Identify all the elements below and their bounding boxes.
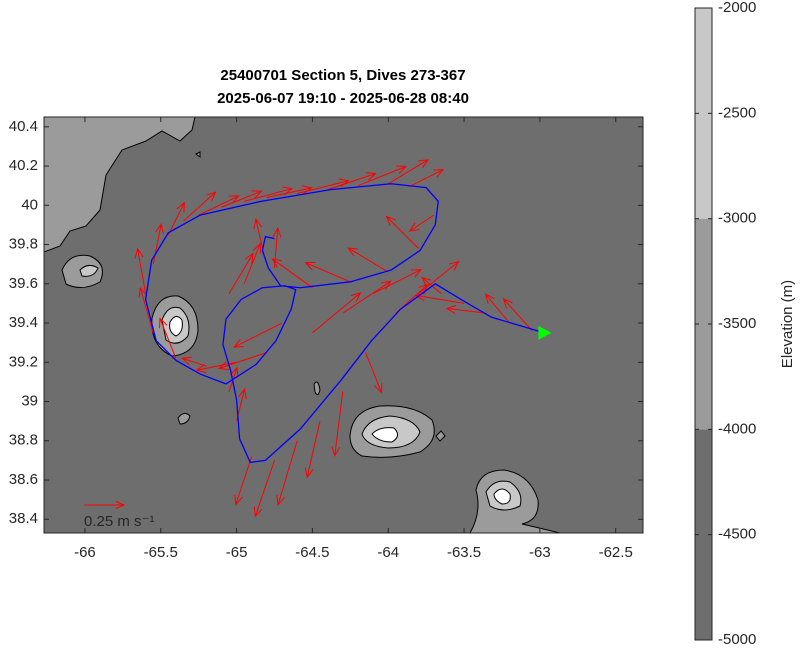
x-tick-label: -66 (74, 544, 96, 561)
scale-arrow (84, 501, 126, 509)
x-tick-label: -64 (377, 544, 399, 561)
current-arrow (357, 165, 408, 187)
current-arrow (221, 190, 263, 208)
x-tick-label: -62.5 (599, 544, 633, 561)
contour-region (493, 488, 511, 505)
current-arrow (347, 247, 389, 273)
x-tick-label: -63.5 (447, 544, 481, 561)
current-arrow (484, 293, 510, 324)
colorbar-tick-label: -2500 (718, 104, 756, 121)
colorbar-tick-label: -3000 (718, 210, 756, 227)
current-arrow (167, 201, 185, 235)
contour-region (371, 427, 398, 443)
colorbar-tick-label: -4500 (718, 526, 756, 543)
y-tick-label: 39.2 (9, 353, 38, 370)
colorbar-label: Elevation (m) (779, 280, 796, 368)
bathymetry (44, 117, 561, 533)
plot-frame (43, 116, 644, 534)
y-tick-label: 39.8 (9, 236, 38, 253)
colorbar-band (695, 218, 712, 430)
contour-region (169, 316, 183, 337)
current-arrow (183, 191, 217, 222)
current-arrow (304, 261, 351, 283)
glider-track (144, 183, 545, 464)
colorbar-band (695, 429, 712, 640)
scale-label: 0.25 m s⁻¹ (84, 513, 154, 530)
current-arrow (385, 215, 419, 249)
contour-region (44, 117, 196, 253)
current-arrow (253, 460, 275, 518)
current-arrow (181, 356, 207, 367)
current-arrow (312, 292, 362, 334)
current-arrow (365, 352, 383, 394)
y-tick-label: 40 (21, 196, 38, 213)
plot-background (44, 117, 643, 533)
colorbar-tick-label: -2000 (718, 0, 756, 16)
current-arrow (327, 172, 377, 191)
current-arrow (152, 222, 164, 265)
current-arrow (408, 214, 435, 232)
current-arrow (372, 269, 423, 295)
current-arrow (387, 159, 430, 185)
current-arrow (134, 247, 147, 294)
current-arrow (195, 361, 237, 373)
data-layer (134, 159, 552, 518)
contour-region (435, 430, 446, 442)
current-arrow (159, 317, 177, 359)
x-tick-label: -63 (529, 544, 551, 561)
x-tick-label: -64.5 (295, 544, 329, 561)
contour-region (195, 151, 201, 158)
current-arrow (331, 391, 344, 457)
current-arrow (138, 286, 154, 333)
y-tick-label: 39.6 (9, 275, 38, 292)
colorbar-tick-label: -4000 (718, 420, 756, 437)
y-tick-label: 38.8 (9, 432, 38, 449)
contour-region (177, 412, 191, 425)
current-arrow (445, 305, 487, 314)
y-tick-label: 40.4 (9, 118, 38, 135)
y-tick-label: 38.4 (9, 510, 38, 527)
y-tick-label: 39 (21, 392, 38, 409)
current-arrow (276, 440, 298, 506)
current-arrow (272, 226, 282, 269)
colorbar-tick-label: -3500 (718, 315, 756, 332)
track-end-marker (538, 325, 552, 340)
current-arrow (410, 169, 445, 187)
colorbar-tick-label: -5000 (718, 631, 756, 648)
x-tick-label: -65 (226, 544, 248, 561)
chart-title: 25400701 Section 5, Dives 273-367 (220, 67, 465, 84)
current-arrow (198, 195, 240, 216)
contour-region (79, 264, 99, 277)
y-tick-label: 40.2 (9, 157, 38, 174)
current-arrow (418, 260, 460, 294)
current-arrow (243, 242, 262, 284)
current-arrow (502, 297, 533, 332)
x-tick-label: -65.5 (144, 544, 178, 561)
current-arrow (228, 252, 254, 294)
current-arrow (234, 456, 253, 506)
current-arrow (271, 258, 313, 289)
y-tick-label: 39.4 (9, 314, 38, 331)
current-arrow (217, 351, 268, 370)
y-tick-label: 38.6 (9, 471, 38, 488)
current-arrow (232, 322, 283, 348)
current-arrow (304, 421, 321, 479)
contour-region (313, 381, 321, 396)
chart-subtitle: 2025-06-07 19:10 - 2025-06-28 08:40 (217, 90, 469, 107)
colorbar-band (695, 8, 712, 219)
